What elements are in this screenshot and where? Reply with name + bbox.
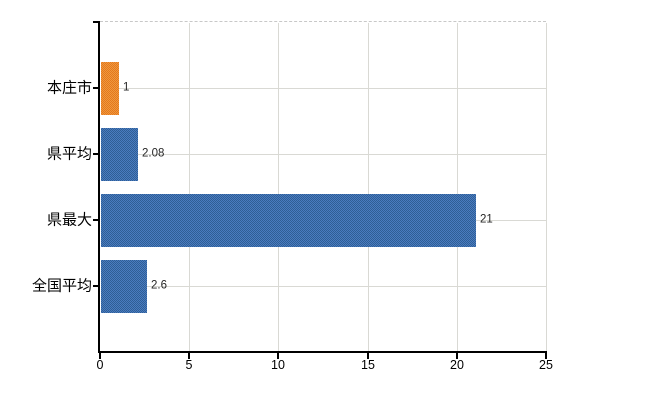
x-axis-tick [456, 352, 458, 359]
x-gridline [546, 23, 547, 352]
x-axis-tick [545, 352, 547, 359]
x-axis-tick [99, 352, 101, 359]
bar [101, 62, 119, 115]
x-axis-tick [188, 352, 190, 359]
y-axis-line [98, 21, 100, 353]
y-axis-tick [93, 153, 100, 155]
x-tick-label: 20 [450, 358, 464, 372]
category-gridline [101, 88, 546, 89]
bar-value-label: 1 [123, 81, 130, 94]
category-gridline [101, 286, 546, 287]
category-label: 県最大 [46, 211, 92, 229]
x-gridline [368, 23, 369, 352]
category-label: 本庄市 [46, 79, 92, 97]
category-gridline [101, 154, 546, 155]
x-tick-label: 15 [361, 358, 375, 372]
x-axis-line [98, 351, 547, 353]
bar-value-label: 21 [480, 213, 493, 226]
bar-value-label: 2.6 [151, 279, 167, 292]
x-gridline [278, 23, 279, 352]
x-tick-label: 0 [96, 358, 104, 372]
bar [101, 194, 476, 247]
x-axis-tick [277, 352, 279, 359]
category-label: 県平均 [46, 145, 92, 163]
y-axis-tick [93, 219, 100, 221]
x-tick-label: 10 [271, 358, 285, 372]
x-tick-label: 5 [185, 358, 193, 372]
bar-value-label: 2.08 [142, 147, 165, 160]
plot-top-border [100, 21, 546, 22]
bar [101, 128, 138, 181]
bar [101, 260, 147, 313]
y-axis-top-tick [93, 21, 100, 23]
x-gridline [457, 23, 458, 352]
x-axis-tick [367, 352, 369, 359]
y-axis-tick [93, 87, 100, 89]
category-label: 全国平均 [31, 277, 92, 295]
x-tick-label: 25 [539, 358, 553, 372]
y-axis-tick [93, 285, 100, 287]
x-gridline [189, 23, 190, 352]
